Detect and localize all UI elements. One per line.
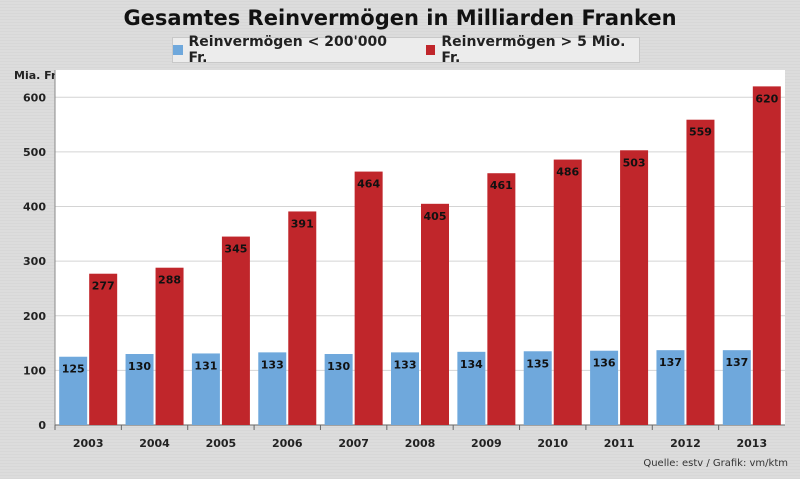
chart-legend: Reinvermögen < 200'000 Fr. Reinvermögen … — [172, 34, 640, 66]
data-label-small-wealth-2005: 131 — [194, 359, 217, 372]
x-tick-label-2009: 2009 — [471, 437, 502, 450]
data-label-small-wealth-2003: 125 — [62, 363, 85, 376]
x-tick-label-2006: 2006 — [272, 437, 303, 450]
bar-large-wealth-2007 — [354, 171, 383, 425]
y-tick-label-500: 500 — [23, 146, 46, 159]
x-tick-label-2003: 2003 — [73, 437, 104, 450]
bar-large-wealth-2005 — [221, 236, 250, 425]
y-axis-unit-label: Mia. Fr. — [14, 69, 59, 82]
x-tick-label-2007: 2007 — [338, 437, 369, 450]
data-label-small-wealth-2010: 135 — [526, 357, 549, 370]
bar-small-wealth-2013 — [722, 350, 751, 425]
bar-small-wealth-2008 — [391, 352, 419, 425]
data-label-large-wealth-2008: 405 — [424, 210, 447, 223]
x-tick-label-2008: 2008 — [405, 437, 436, 450]
bar-small-wealth-2003 — [59, 356, 88, 425]
legend-swatch-small-wealth — [173, 45, 183, 55]
bar-small-wealth-2010 — [523, 351, 552, 425]
bar-large-wealth-2004 — [155, 267, 184, 425]
bar-large-wealth-2008 — [421, 203, 449, 425]
bar-large-wealth-2011 — [620, 150, 649, 426]
legend-item-large-wealth: Reinvermögen > 5 Mio. Fr. — [425, 34, 639, 66]
bar-small-wealth-2011 — [590, 350, 619, 425]
data-label-large-wealth-2003: 277 — [92, 280, 115, 293]
bar-large-wealth-2012 — [686, 119, 715, 425]
legend-swatch-large-wealth — [425, 45, 436, 55]
bar-small-wealth-2007 — [324, 354, 353, 425]
bar-small-wealth-2004 — [125, 354, 154, 425]
x-tick-label-2012: 2012 — [670, 437, 701, 450]
chart-title: Gesamtes Reinvermögen in Milliarden Fran… — [123, 6, 677, 30]
data-label-large-wealth-2011: 503 — [623, 156, 646, 169]
bar-small-wealth-2012 — [656, 350, 685, 425]
data-label-large-wealth-2004: 288 — [158, 274, 181, 287]
data-label-small-wealth-2012: 137 — [659, 356, 682, 369]
bar-small-wealth-2009 — [457, 351, 486, 425]
bar-large-wealth-2003 — [89, 273, 118, 425]
y-tick-label-600: 600 — [23, 91, 46, 104]
x-tick-label-2004: 2004 — [139, 437, 170, 450]
data-label-small-wealth-2007: 130 — [327, 360, 350, 373]
bar-large-wealth-2006 — [288, 211, 317, 425]
data-label-large-wealth-2005: 345 — [224, 243, 247, 256]
data-label-large-wealth-2006: 391 — [291, 217, 314, 230]
data-label-large-wealth-2013: 620 — [755, 92, 778, 105]
data-label-large-wealth-2010: 486 — [556, 166, 579, 179]
y-tick-label-400: 400 — [23, 201, 46, 214]
legend-item-small-wealth: Reinvermögen < 200'000 Fr. — [173, 34, 400, 66]
legend-label-small-wealth: Reinvermögen < 200'000 Fr. — [188, 34, 387, 66]
bar-large-wealth-2013 — [752, 86, 781, 425]
y-tick-label-100: 100 — [23, 364, 46, 377]
x-tick-label-2011: 2011 — [604, 437, 635, 450]
data-label-small-wealth-2004: 130 — [128, 360, 151, 373]
data-label-large-wealth-2012: 559 — [689, 126, 712, 139]
y-tick-label-200: 200 — [23, 310, 46, 323]
bar-large-wealth-2010 — [553, 159, 582, 426]
x-tick-label-2010: 2010 — [537, 437, 568, 450]
data-label-small-wealth-2013: 137 — [725, 356, 748, 369]
data-label-small-wealth-2008: 133 — [394, 358, 417, 371]
data-label-small-wealth-2006: 133 — [261, 358, 284, 371]
bar-small-wealth-2005 — [191, 353, 220, 425]
data-label-small-wealth-2009: 134 — [460, 358, 483, 371]
bar-large-wealth-2009 — [487, 173, 516, 425]
legend-label-large-wealth: Reinvermögen > 5 Mio. Fr. — [441, 34, 626, 66]
source-credit: Quelle: estv / Grafik: vm/ktm — [643, 458, 788, 469]
y-tick-label-0: 0 — [38, 419, 46, 432]
data-label-small-wealth-2011: 136 — [593, 357, 616, 370]
y-tick-label-300: 300 — [23, 255, 46, 268]
x-tick-label-2005: 2005 — [206, 437, 237, 450]
data-label-large-wealth-2007: 464 — [357, 178, 380, 191]
x-tick-label-2013: 2013 — [737, 437, 768, 450]
data-label-large-wealth-2009: 461 — [490, 179, 513, 192]
bar-small-wealth-2006 — [258, 352, 287, 425]
